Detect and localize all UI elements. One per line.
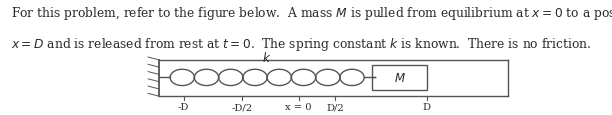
Text: $M$: $M$ — [394, 72, 406, 85]
Bar — [372, 66, 427, 91]
Text: -D: -D — [178, 103, 189, 112]
Text: D: D — [422, 103, 431, 112]
Text: x = 0: x = 0 — [285, 103, 312, 112]
Text: $k$: $k$ — [261, 50, 271, 64]
Text: $x = D$ and is released from rest at $t = 0$.  The spring constant $k$ is known.: $x = D$ and is released from rest at $t … — [11, 36, 591, 53]
Text: For this problem, refer to the figure below.  A mass $M$ is pulled from equilibr: For this problem, refer to the figure be… — [11, 5, 612, 22]
Text: -D/2: -D/2 — [231, 103, 252, 112]
Text: D/2: D/2 — [326, 103, 345, 112]
